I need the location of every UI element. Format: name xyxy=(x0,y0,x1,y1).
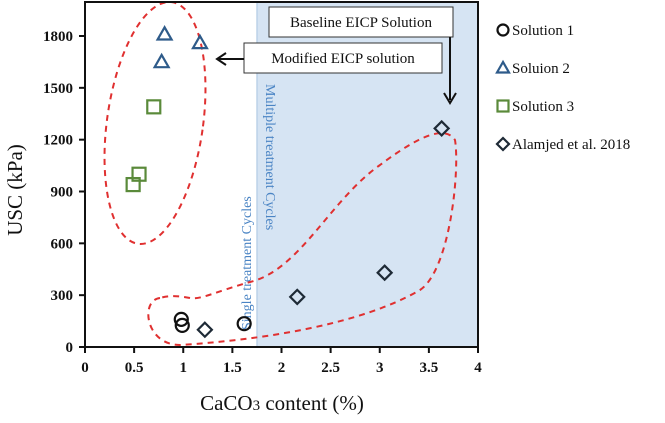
y-tick-label: 1200 xyxy=(43,133,73,149)
legend-label: Solution 1 xyxy=(512,23,574,39)
diamond-icon xyxy=(495,136,511,152)
single-treatment-label: Single treatment Cycles xyxy=(240,196,255,330)
circle-marker xyxy=(174,317,190,334)
circle-icon xyxy=(496,23,510,37)
legend: Solution 1 Soluion 2 Solution 3 Alamjed et … xyxy=(495,23,630,153)
multiple-treatment-label: Multiple treatment Cycles xyxy=(262,84,277,230)
x-tick-label: 4 xyxy=(474,360,482,376)
triangle-icon xyxy=(495,59,511,74)
x-tick-label: 2 xyxy=(278,360,286,376)
triangle-marker xyxy=(191,33,209,50)
x-tick-label: 1 xyxy=(180,360,188,376)
legend-item: Soluion 2 xyxy=(495,59,570,77)
diamond-marker xyxy=(288,288,306,306)
y-tick-label: 1500 xyxy=(43,81,73,97)
legend-item: Solution 1 xyxy=(496,23,574,39)
legend-item: Solution 3 xyxy=(496,99,574,115)
y-tick-label: 300 xyxy=(51,288,74,304)
x-tick-label: 0 xyxy=(81,360,89,376)
legend-label: Alamjed et al. 2018 xyxy=(512,137,630,153)
triangle-marker xyxy=(155,25,174,41)
x-tick-label: 1.5 xyxy=(223,360,242,376)
circle-marker xyxy=(173,311,189,327)
x-tick-label: 3 xyxy=(376,360,384,376)
legend-label: Soluion 2 xyxy=(512,61,570,77)
x-tick-label: 2.5 xyxy=(321,360,340,376)
legend-item: Alamjed et al. 2018 xyxy=(495,136,630,153)
x-axis-title: CaCO3 content (%) xyxy=(200,391,364,415)
square-marker xyxy=(146,99,162,115)
circle-marker xyxy=(236,316,252,332)
y-tick-label: 600 xyxy=(51,236,74,252)
diamond-marker xyxy=(196,321,214,339)
baseline-annotation: Baseline EICP Solution xyxy=(268,6,457,105)
y-tick-label: 900 xyxy=(51,185,74,201)
triangle-marker xyxy=(152,52,171,69)
modified-annotation: Modified EICP solution xyxy=(215,42,443,74)
axes: 0 0.5 1 1.5 2 2.5 3 3.5 4 0 300 600 900 1200 1500 1800 xyxy=(43,1,482,376)
square-marker xyxy=(125,176,141,193)
diamond-marker xyxy=(376,264,394,282)
y-tick-label: 1800 xyxy=(43,29,73,45)
legend-label: Solution 3 xyxy=(512,99,574,115)
x-tick-label: 0.5 xyxy=(125,360,144,376)
baseline-group-outline xyxy=(147,132,458,347)
data-points xyxy=(125,25,451,339)
x-tick-label: 3.5 xyxy=(420,360,439,376)
y-axis-title: USC (kPa) xyxy=(3,144,27,236)
svg-text:Modified EICP solution: Modified EICP solution xyxy=(271,51,415,67)
square-icon xyxy=(496,99,510,113)
svg-text:Baseline EICP Solution: Baseline EICP Solution xyxy=(290,15,432,31)
y-tick-label: 0 xyxy=(66,340,74,356)
diamond-marker xyxy=(433,119,451,137)
